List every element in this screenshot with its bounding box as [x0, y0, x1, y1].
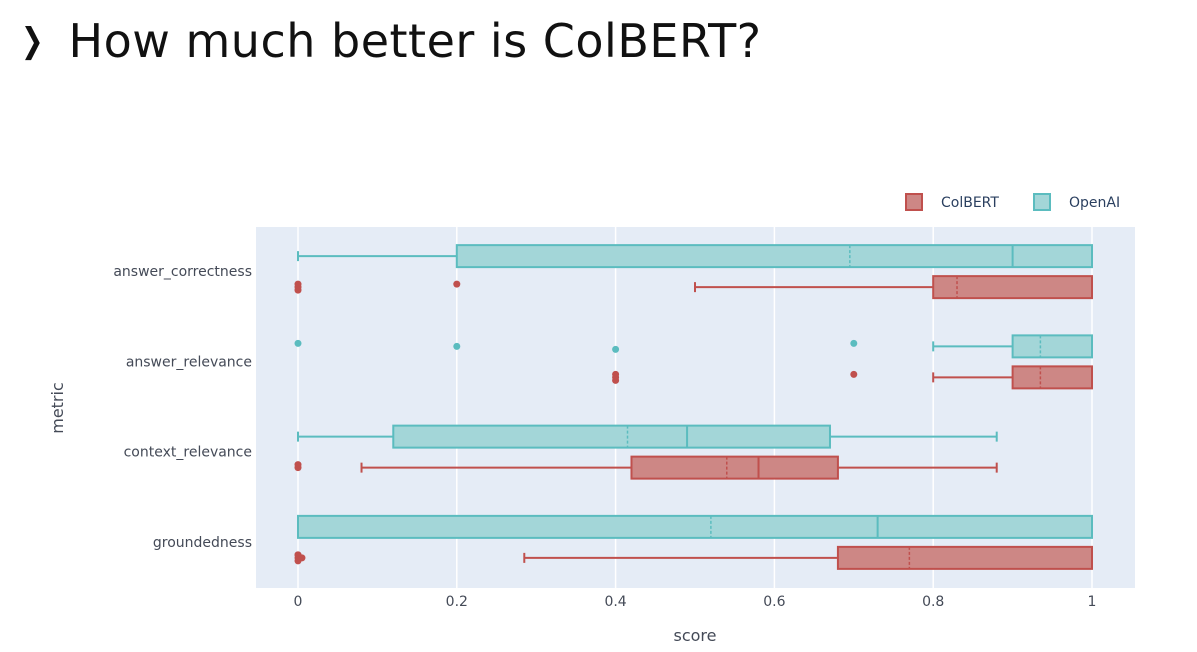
outlier-openai-answer_relevance — [850, 339, 858, 347]
y-axis-title: metric — [48, 382, 67, 434]
x-tick-label: 1 — [1088, 594, 1097, 610]
outlier-colbert-answer_correctness — [294, 286, 302, 294]
x-tick-label: 0.6 — [763, 594, 785, 610]
legend-swatch-openai — [1033, 193, 1051, 211]
outlier-colbert-answer_correctness — [453, 280, 461, 288]
legend-label-colbert: ColBERT — [941, 195, 999, 211]
box-openai-groundedness — [297, 514, 1093, 539]
legend-label-openai: OpenAI — [1069, 195, 1120, 211]
box-colbert-answer_relevance — [1011, 365, 1093, 390]
y-tick-label-groundedness: groundedness — [153, 535, 252, 551]
outlier-openai-answer_relevance — [612, 345, 620, 353]
outlier-colbert-context_relevance — [294, 464, 302, 472]
x-axis-title: score — [674, 626, 717, 645]
box-openai-answer_correctness — [455, 244, 1093, 269]
outlier-openai-answer_relevance — [453, 342, 461, 350]
y-tick-label-answer_relevance: answer_relevance — [126, 354, 252, 370]
x-tick-label: 0.4 — [604, 594, 626, 610]
outlier-colbert-answer_relevance — [612, 376, 620, 384]
box-colbert-context_relevance — [630, 455, 839, 480]
page-title: How much better is ColBERT? — [68, 14, 762, 68]
legend-swatch-colbert — [905, 193, 923, 211]
y-tick-label-context_relevance: context_relevance — [124, 445, 252, 461]
x-tick-label: 0.8 — [922, 594, 944, 610]
y-tick-label-answer_correctness: answer_correctness — [113, 264, 252, 280]
x-tick-label: 0.2 — [446, 594, 468, 610]
chevron-right-icon: ❯ — [20, 21, 44, 61]
box-openai-context_relevance — [392, 424, 831, 449]
box-openai-answer_relevance — [1011, 334, 1093, 359]
slide-title: ❯ How much better is ColBERT? — [18, 14, 762, 68]
x-tick-label: 0 — [294, 594, 303, 610]
outlier-colbert-groundedness — [298, 554, 306, 562]
outlier-openai-answer_relevance — [294, 339, 302, 347]
outlier-colbert-answer_relevance — [850, 370, 858, 378]
box-colbert-groundedness — [836, 545, 1093, 570]
